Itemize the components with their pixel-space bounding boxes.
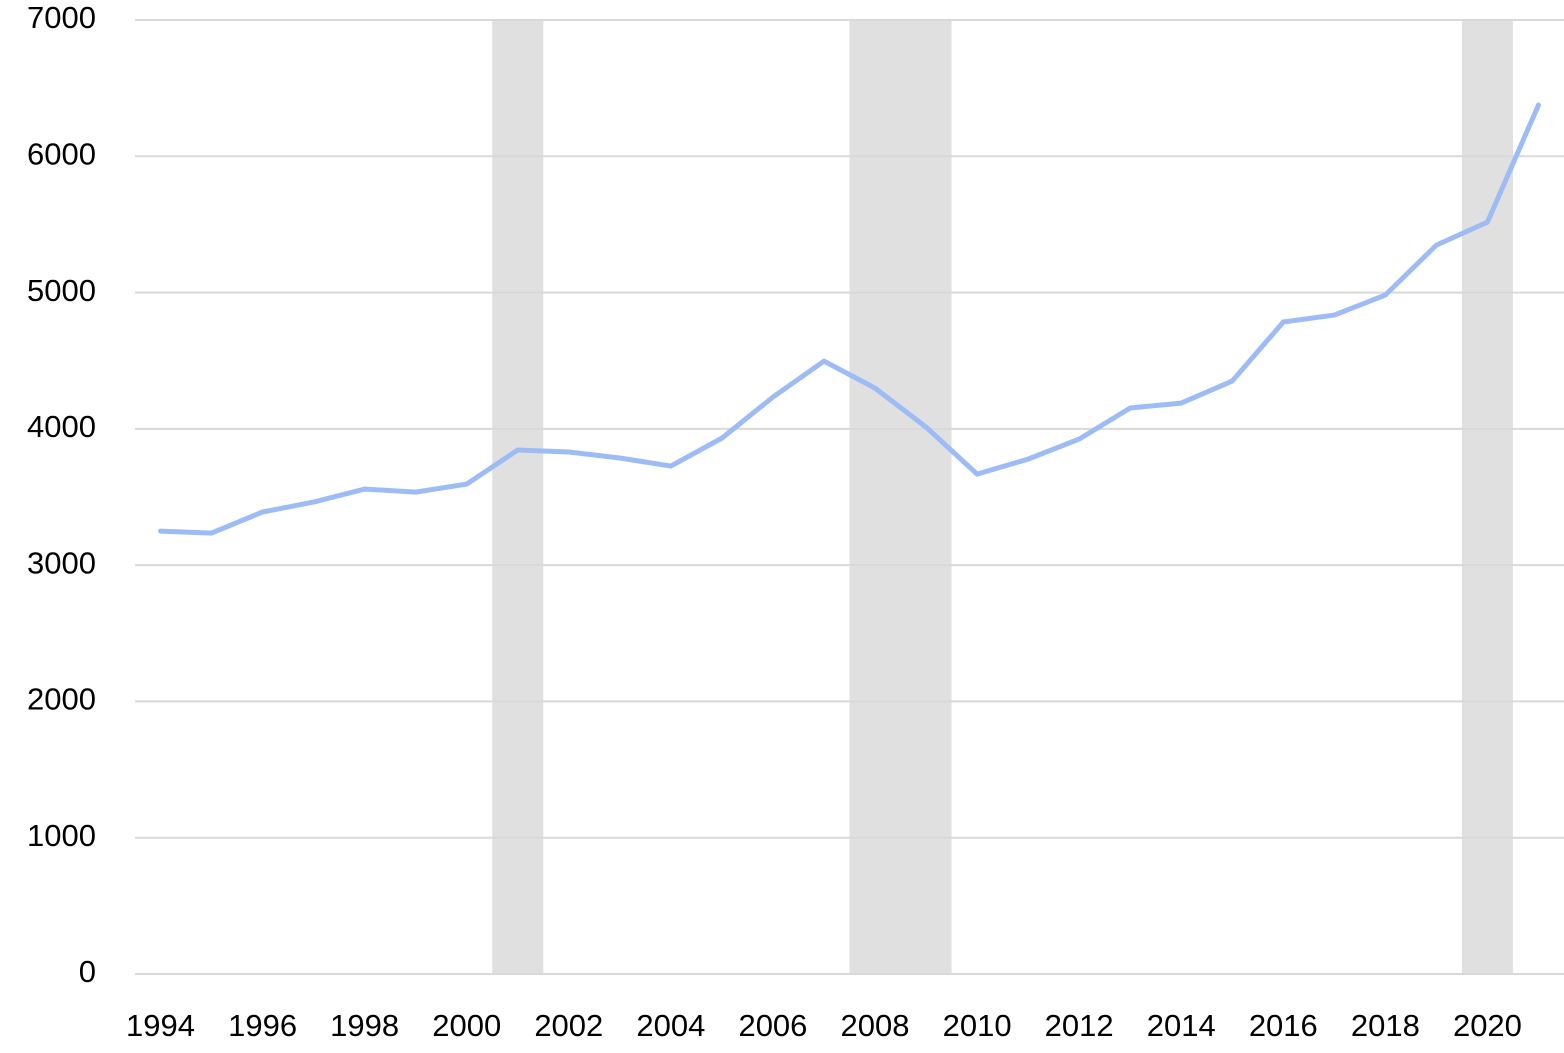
x-tick-label: 2020 xyxy=(1453,1008,1522,1043)
x-tick-label: 2010 xyxy=(943,1008,1012,1043)
x-tick-label: 2016 xyxy=(1249,1008,1318,1043)
shaded-range xyxy=(849,20,952,974)
x-tick-label: 2018 xyxy=(1351,1008,1420,1043)
y-tick-label: 5000 xyxy=(27,273,96,308)
data-line xyxy=(158,102,1541,536)
y-tick-label: 1000 xyxy=(27,818,96,853)
x-tick-label: 1994 xyxy=(126,1008,195,1043)
x-tick-label: 1996 xyxy=(228,1008,297,1043)
shaded-range xyxy=(1461,20,1513,974)
x-tick-label: 2012 xyxy=(1045,1008,1114,1043)
y-tick-label: 2000 xyxy=(27,682,96,717)
y-tick-label: 0 xyxy=(79,954,96,989)
y-tick-label: 4000 xyxy=(27,409,96,444)
x-tick-label: 1998 xyxy=(330,1008,399,1043)
shaded-range xyxy=(492,20,544,974)
x-tick-label: 2004 xyxy=(636,1008,705,1043)
x-tick-label: 2014 xyxy=(1147,1008,1216,1043)
y-tick-label: 3000 xyxy=(27,545,96,580)
x-tick-label: 2002 xyxy=(534,1008,603,1043)
x-tick-label: 2008 xyxy=(841,1008,910,1043)
x-tick-label: 2000 xyxy=(432,1008,501,1043)
y-tick-label: 7000 xyxy=(27,0,96,35)
y-tick-label: 6000 xyxy=(27,136,96,171)
x-tick-label: 2006 xyxy=(738,1008,807,1043)
